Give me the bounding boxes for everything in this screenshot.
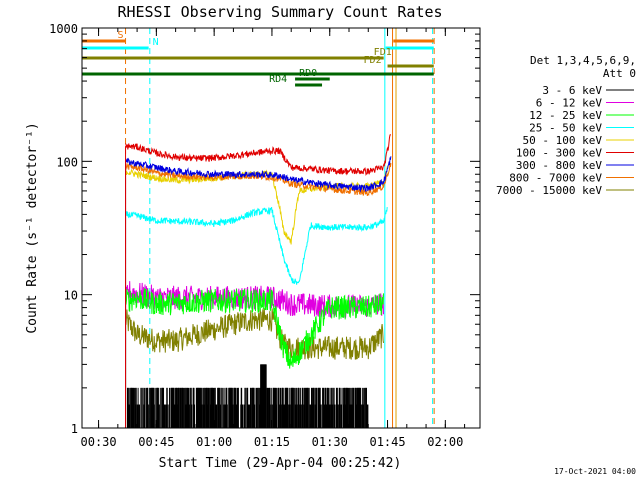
chart-title: RHESSI Observing Summary Count Rates [117, 3, 442, 21]
series-8-line [125, 307, 384, 361]
state-bar-label-0: S [118, 30, 124, 41]
footer-date: 17-Oct-2021 04:00 [554, 467, 636, 476]
x-tick-label-1: 00:45 [138, 435, 174, 449]
series-6-line [125, 156, 392, 193]
legend-label-7: 800 - 7000 keV [509, 172, 602, 185]
series-7-line [125, 162, 392, 197]
legend-title-0: Det 1,3,4,5,6,9, [530, 54, 636, 67]
series-2-line [125, 288, 384, 369]
series-3-line [125, 206, 388, 285]
legend-label-1: 6 - 12 keV [536, 97, 603, 110]
legend-label-4: 50 - 100 keV [523, 134, 603, 147]
series-6 [125, 156, 392, 428]
x-tick-label-0: 00:30 [81, 435, 117, 449]
state-bar-label-2: FD1 [374, 47, 392, 58]
series-0 [126, 364, 369, 428]
y-tick-label-0: 1 [71, 422, 78, 436]
state-bar-label-6: RD4 [269, 74, 287, 85]
x-tick-label-5: 01:45 [369, 435, 405, 449]
state-bar-label-5: RD0 [299, 68, 317, 79]
x-tick-label-3: 01:15 [254, 435, 290, 449]
y-tick-label-2: 100 [56, 155, 78, 169]
series-5-line [125, 134, 392, 177]
legend-label-3: 25 - 50 keV [529, 122, 602, 135]
legend-label-6: 300 - 800 keV [516, 159, 602, 172]
y-axis-label: Count Rate (s⁻¹ detector⁻¹) [25, 122, 40, 333]
y-tick-label-3: 1000 [49, 22, 78, 36]
x-tick-label-6: 02:00 [427, 435, 463, 449]
legend-label-2: 12 - 25 keV [529, 109, 602, 122]
x-tick-label-4: 01:30 [312, 435, 348, 449]
series-5 [125, 134, 392, 428]
axes: 00:30 00:45 01:00 01:15 01:30 01:45 02:00 1 10 10… [49, 22, 481, 449]
state-bar-label-1: N [153, 37, 159, 48]
state-bar-label-3: FD2 [364, 55, 382, 66]
y-tick-label-1: 10 [64, 289, 78, 303]
legend-label-8: 7000 - 15000 keV [496, 184, 602, 197]
plot-frame [81, 27, 481, 429]
plot-content [125, 28, 435, 428]
legend-title-1: Att 0 [603, 67, 636, 80]
legend-label-0: 3 - 6 keV [542, 84, 602, 97]
legend-label-5: 100 - 300 keV [516, 147, 602, 160]
x-tick-label-2: 01:00 [196, 435, 232, 449]
x-axis-label: Start Time (29-Apr-04 00:25:42) [159, 456, 402, 471]
